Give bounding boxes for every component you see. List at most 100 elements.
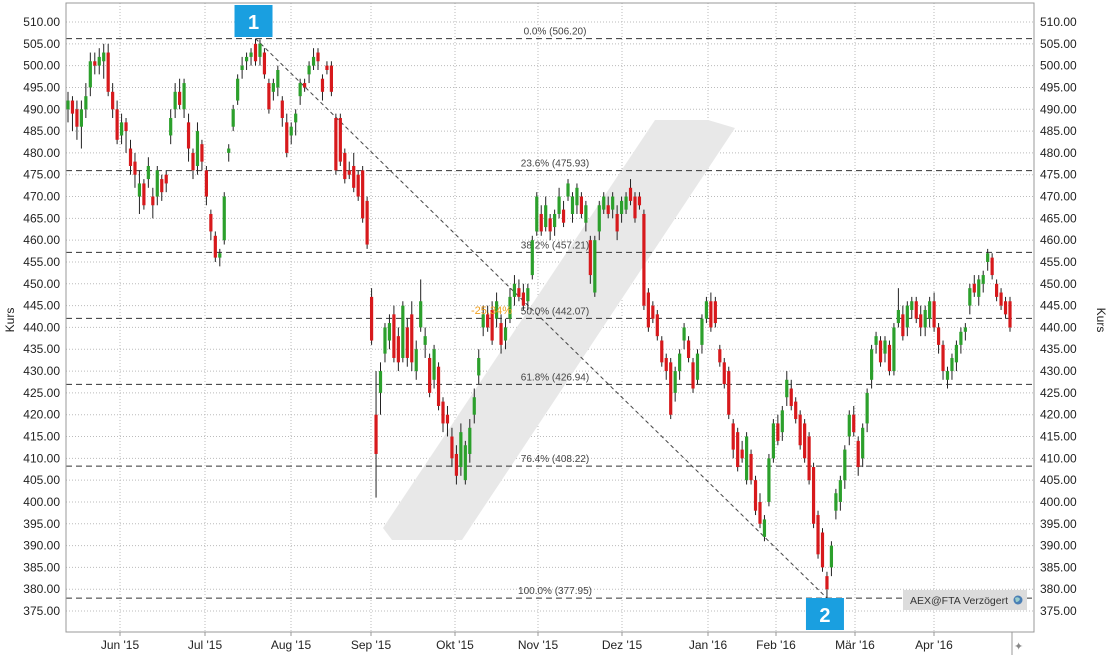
candle-body <box>289 126 293 136</box>
y-tick-label: 390.00 <box>23 539 60 553</box>
y-tick-label: 395.00 <box>1040 517 1077 531</box>
candle-body <box>133 161 137 175</box>
candle <box>695 349 700 385</box>
candle-body <box>744 436 749 481</box>
candle <box>959 327 963 354</box>
candle <box>834 488 838 520</box>
candle <box>535 192 539 236</box>
candle <box>539 205 543 236</box>
candle-body <box>820 532 825 568</box>
candle <box>593 235 597 297</box>
candle <box>954 340 959 372</box>
candle-body <box>249 52 253 57</box>
candle <box>414 340 418 380</box>
source-badge-label: AEX@FTA Verzögert <box>910 595 1008 607</box>
candle <box>651 301 655 324</box>
candle-body <box>865 392 869 424</box>
candle <box>463 440 467 485</box>
candle <box>182 78 186 118</box>
source-badge: AEX@FTA Verzögert <box>903 590 1027 610</box>
candle <box>66 91 70 123</box>
y-tick-label: 400.00 <box>1040 495 1077 509</box>
candle <box>968 283 972 315</box>
y-tick-label: 490.00 <box>1040 102 1077 116</box>
candle <box>137 170 142 214</box>
candle <box>803 419 807 463</box>
candle-body <box>941 344 945 372</box>
candle <box>191 148 195 180</box>
candle <box>789 379 793 411</box>
candle <box>325 61 329 75</box>
candle <box>883 336 887 363</box>
candle <box>240 56 244 79</box>
candle <box>843 445 847 489</box>
candle-body <box>771 423 775 459</box>
y-tick-label: 375.00 <box>23 604 60 618</box>
candle <box>744 432 749 485</box>
fib-label: 38.2% (457.21) <box>521 240 589 251</box>
candle <box>79 100 83 149</box>
candle-body <box>535 196 539 232</box>
y-tick-label: 390.00 <box>1040 539 1077 553</box>
candle-body <box>780 410 784 433</box>
candle-body <box>155 170 159 197</box>
fib-label: 50.0% (442.07) <box>521 306 589 317</box>
y-axis-label-right: Kurs <box>1094 308 1108 333</box>
candle-body <box>463 445 467 481</box>
candle-body <box>878 340 883 363</box>
candle-body <box>825 576 829 590</box>
candle <box>472 388 476 424</box>
candle-body <box>347 170 351 175</box>
candle <box>361 165 365 223</box>
candle <box>164 170 168 193</box>
candle-body <box>106 52 110 92</box>
candle <box>963 323 967 341</box>
candle-body <box>119 122 124 136</box>
candle <box>816 510 820 559</box>
candle-body <box>544 205 548 228</box>
candle-body <box>887 344 892 372</box>
candle <box>887 340 892 376</box>
candle-body <box>356 174 360 197</box>
candle-body <box>459 432 463 468</box>
candle <box>758 493 762 529</box>
candle-body <box>182 83 186 110</box>
crosshair-icon[interactable]: ✦ <box>1014 641 1023 653</box>
candle-body <box>209 213 213 232</box>
candle <box>128 139 133 175</box>
candle <box>84 83 88 118</box>
candle <box>642 209 646 310</box>
candle-body <box>93 61 97 66</box>
candle <box>209 209 213 241</box>
candle <box>606 196 610 219</box>
candle-body <box>753 480 758 511</box>
candle-body <box>945 371 950 380</box>
candle-body <box>789 388 793 406</box>
candle-body <box>195 131 200 166</box>
candle-body <box>834 493 838 511</box>
candle-body <box>553 213 557 228</box>
candle-body <box>414 349 418 372</box>
candle-body <box>901 314 905 337</box>
candle <box>798 410 802 450</box>
candle-body <box>450 436 454 459</box>
candle <box>825 571 829 599</box>
candle-body <box>731 423 735 450</box>
candle-body <box>727 371 731 415</box>
candle-body <box>436 366 441 406</box>
candle <box>722 357 726 389</box>
candle-body <box>508 296 512 319</box>
y-tick-label: 480.00 <box>1040 146 1077 160</box>
candle-body <box>838 480 842 502</box>
pivot-marker-box <box>234 5 273 37</box>
candle <box>785 371 789 406</box>
candle <box>526 283 530 310</box>
candle <box>311 48 316 70</box>
candle-body <box>271 83 275 92</box>
candle-body <box>280 100 284 118</box>
candle <box>910 296 914 319</box>
candle-body <box>191 152 195 171</box>
fib-label: 61.8% (426.94) <box>521 372 589 383</box>
candle-body <box>311 56 316 66</box>
y-tick-label: 415.00 <box>1040 430 1077 444</box>
